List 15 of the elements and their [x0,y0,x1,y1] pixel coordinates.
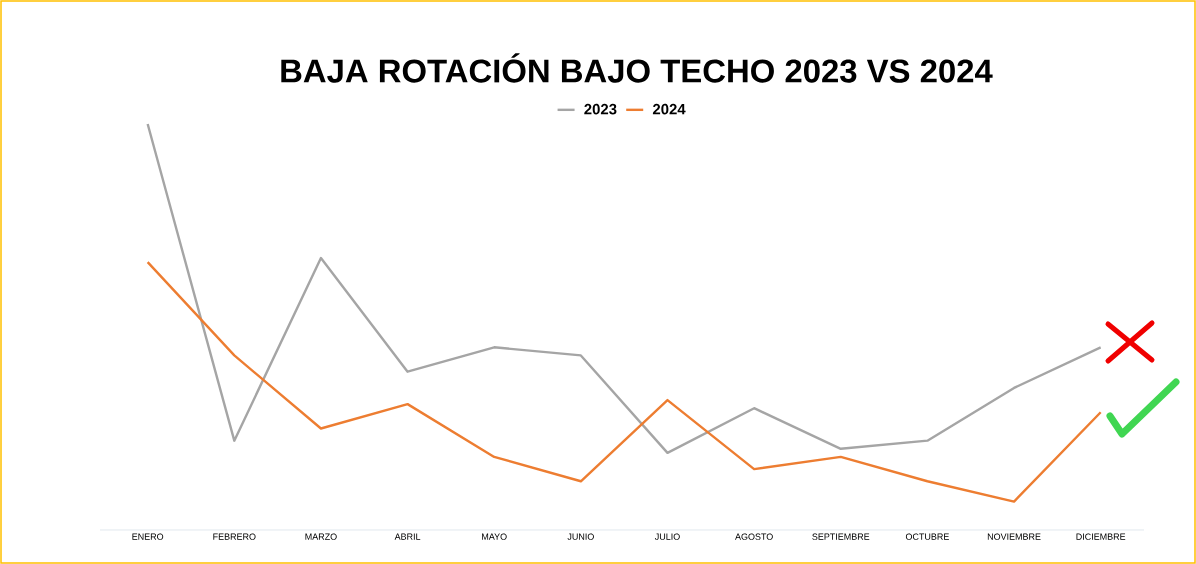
x-tick-label: MARZO [305,533,337,540]
chart-title: BAJA ROTACIÓN BAJO TECHO 2023 VS 2024 [281,53,993,83]
legend-label: 2023 [584,103,617,115]
legend-label: 2024 [652,103,686,115]
x-tick-label: ENERO [132,533,164,540]
x-tick-label: MAYO [482,533,507,540]
x-tick-label: OCTUBRE [905,533,949,540]
x-tick-label: NOVIEMBRE [987,533,1041,540]
x-tick-label: JUNIO [567,533,594,540]
x-tick-label: FEBRERO [213,533,256,540]
x-tick-label: ABRIL [394,533,421,540]
x-tick-label: JULIO [654,533,680,540]
x-tick-label: AGOSTO [735,533,773,540]
x-tick-label: SEPTIEMBRE [812,533,870,540]
x-tick-label: DICIEMBRE [1076,533,1126,540]
